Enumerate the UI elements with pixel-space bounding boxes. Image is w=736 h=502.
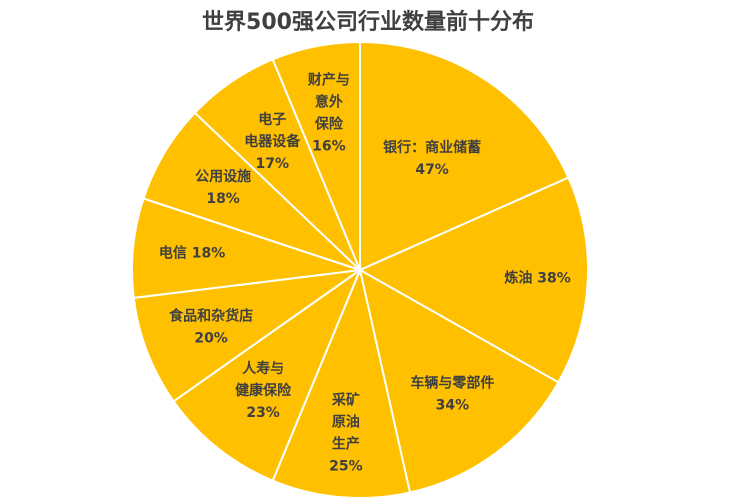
slice-label-line: 银行：商业储蓄 (383, 139, 481, 156)
pie-slice-6 (132, 269, 361, 403)
slice-label-line: 财产与 (307, 72, 350, 89)
slice-label-2: 炼油 38% (504, 270, 570, 287)
slice-label-line: 34% (436, 398, 470, 414)
slice-label-line: 公用设施 (195, 168, 251, 185)
slice-label-line: 电子 (258, 111, 286, 128)
slice-label-line: 炼油 38% (504, 270, 570, 287)
slice-label-line: 生产 (332, 436, 360, 453)
slice-label-1: 银行：商业储蓄 47% (383, 139, 481, 178)
slice-label-7: 电信 18% (159, 245, 225, 262)
slice-label-line: 20% (194, 330, 228, 346)
slice-label-line: 18% (206, 191, 240, 207)
pie-slice-5 (172, 267, 363, 482)
pie-slice-8 (142, 111, 361, 271)
slice-label-9: 电子电器设备 17% (244, 111, 301, 172)
pie-slice-2 (357, 176, 589, 384)
slice-label-line: 采矿 (331, 392, 360, 409)
slice-label-line: 食品和杂货店 (169, 307, 253, 324)
slice-label-10: 财产与意外保险 16% (307, 72, 350, 155)
pie-slice-10 (271, 40, 361, 271)
slice-label-8: 公用设施 18% (195, 168, 251, 207)
slice-label-line: 车辆与零部件 (410, 375, 494, 392)
slice-label-5: 人寿与健康保险 23% (235, 360, 292, 421)
pie-slice-4 (271, 266, 412, 499)
chart-title: 世界500强公司行业数量前十分布 (202, 10, 534, 35)
slice-label-line: 电器设备 (244, 133, 301, 150)
slice-label-line: 人寿与 (242, 360, 284, 377)
slice-label-6: 食品和杂货店 20% (169, 307, 253, 346)
slice-label-line: 意外 (315, 94, 343, 111)
slice-label-line: 保险 (314, 116, 344, 133)
slice-label-line: 电信 18% (159, 245, 225, 262)
slice-label-line: 23% (246, 405, 280, 421)
pie-slice-7 (131, 197, 361, 300)
slice-label-4: 采矿原油生产 25% (329, 392, 363, 475)
slice-label-3: 车辆与零部件 34% (410, 375, 494, 414)
slice-label-line: 17% (256, 156, 290, 172)
slice-label-line: 25% (329, 459, 363, 475)
slice-label-line: 原油 (332, 414, 360, 431)
slice-label-line: 47% (415, 162, 449, 178)
slice-label-line: 16% (312, 139, 346, 155)
pie-slice-1 (359, 40, 570, 272)
pie-slice-3 (358, 268, 560, 494)
slice-label-line: 健康保险 (235, 382, 292, 399)
